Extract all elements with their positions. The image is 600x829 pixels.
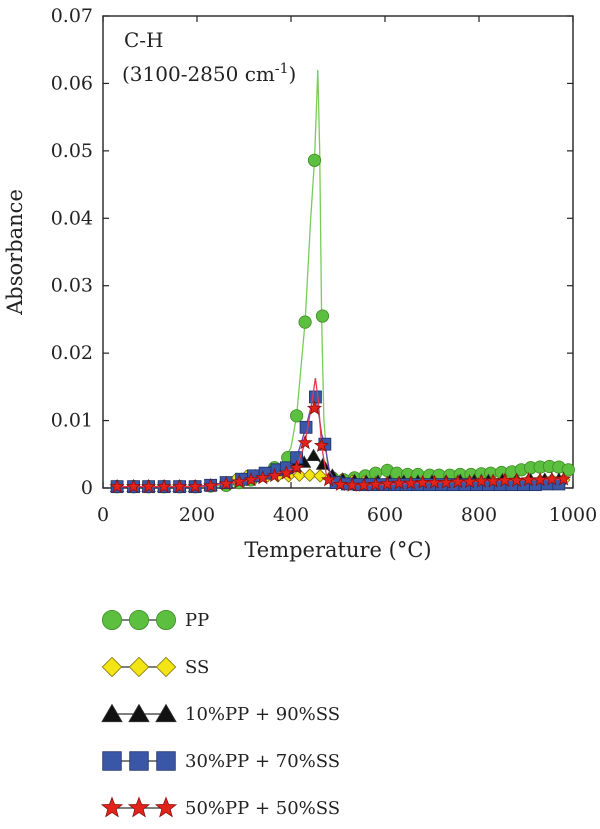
legend-marker [102, 751, 122, 771]
y-tick-label: 0.03 [51, 275, 93, 297]
legend-marker [155, 656, 177, 678]
data-point [356, 477, 372, 492]
data-point [315, 309, 330, 323]
data-point [172, 478, 188, 494]
y-tick-label: 0.05 [51, 140, 93, 162]
y-tick-label: 0.04 [51, 207, 93, 229]
x-tick-label: 400 [273, 504, 309, 526]
y-tick-label: 0.06 [51, 72, 93, 94]
data-point [309, 390, 322, 404]
legend-item: 30%PP + 70%SS [102, 751, 340, 772]
data-point [125, 478, 142, 494]
legend-marker [128, 609, 150, 631]
annotation-line-2-sup: -1 [275, 61, 289, 77]
data-point [141, 478, 157, 494]
legend-marker [101, 609, 123, 631]
y-tick-label: 0.07 [51, 5, 93, 27]
legend-item: 10%PP + 90%SS [101, 703, 340, 725]
plot-area [109, 69, 575, 494]
legend-marker [101, 703, 123, 723]
legend-marker [127, 796, 151, 818]
x-tick-label: 600 [367, 504, 403, 526]
y-tick-label: 0 [81, 477, 93, 499]
legend-label: PP [185, 610, 209, 631]
legend-marker [128, 656, 150, 678]
series-3 [110, 390, 566, 494]
data-point [290, 409, 304, 423]
data-point [509, 472, 525, 488]
legend-label: SS [185, 657, 209, 678]
legend-marker [128, 703, 150, 723]
data-point [299, 420, 313, 434]
annotation: C-H (3100-2850 cm-1) [122, 28, 296, 86]
x-tick-label: 200 [179, 504, 215, 526]
data-point [462, 473, 478, 489]
legend-label: 10%PP + 90%SS [185, 704, 340, 725]
data-point [306, 448, 321, 461]
legend-item: PP [101, 609, 209, 631]
x-tick-label: 0 [97, 504, 109, 526]
y-tick-label: 0.02 [51, 342, 93, 364]
data-point [315, 457, 331, 470]
data-point [187, 478, 203, 494]
legend-item: 50%PP + 50%SS [100, 796, 340, 819]
data-point [156, 478, 172, 494]
series-line [114, 69, 571, 488]
x-tick-label: 800 [461, 504, 497, 526]
annotation-line-2: (3100-2850 cm-1) [122, 61, 296, 86]
series-4 [109, 378, 572, 494]
data-point [390, 466, 404, 480]
data-point [289, 459, 305, 475]
data-point [403, 475, 419, 490]
annotation-line-1: C-H [124, 28, 164, 52]
legend-marker [100, 796, 124, 818]
axes: 0 200 400 600 800 1000 0 0.01 0.02 0.03 0.04 0.05 0.… [51, 5, 597, 526]
data-point [485, 473, 501, 488]
legend-marker [155, 609, 177, 631]
data-point [203, 478, 219, 493]
data-point [231, 473, 247, 489]
data-point [561, 463, 575, 477]
data-point [278, 465, 294, 480]
legend-marker [156, 751, 176, 771]
data-point [306, 400, 323, 415]
legend-marker [129, 751, 149, 771]
y-tick-label: 0.01 [51, 410, 93, 432]
data-point [321, 471, 337, 487]
data-point [438, 474, 454, 490]
data-point [313, 469, 327, 483]
data-point [109, 478, 125, 494]
data-point [243, 471, 259, 487]
data-point [532, 471, 548, 487]
legend-marker [154, 796, 178, 818]
annotation-line-2-prefix: (3100-2850 cm [122, 62, 275, 86]
x-axis-label: Temperature (°C) [244, 538, 431, 562]
series-0 [110, 69, 575, 494]
legend-label: 50%PP + 50%SS [185, 798, 340, 819]
legend-marker [101, 656, 123, 678]
y-axis-label: Absorbance [3, 189, 27, 316]
data-point [266, 467, 283, 483]
legend-marker [155, 703, 177, 723]
data-point [297, 434, 313, 450]
data-point [379, 476, 395, 491]
data-point [368, 476, 384, 492]
data-point [332, 476, 348, 492]
data-point [556, 471, 572, 486]
legend: PP SS 10%PP + 90%SS 30%PP + 70%SS 50%PP + 50… [100, 609, 340, 819]
data-point [298, 315, 312, 329]
plot-frame [102, 15, 574, 489]
data-point [218, 476, 234, 491]
legend-item: SS [101, 656, 209, 678]
data-point [292, 468, 307, 482]
legend-label: 30%PP + 70%SS [185, 751, 340, 772]
x-tick-label: 1000 [549, 504, 597, 526]
data-point [255, 469, 271, 485]
data-point [313, 437, 330, 452]
data-point [307, 153, 322, 167]
data-point [303, 468, 317, 482]
annotation-line-2-suffix: ) [289, 62, 297, 86]
